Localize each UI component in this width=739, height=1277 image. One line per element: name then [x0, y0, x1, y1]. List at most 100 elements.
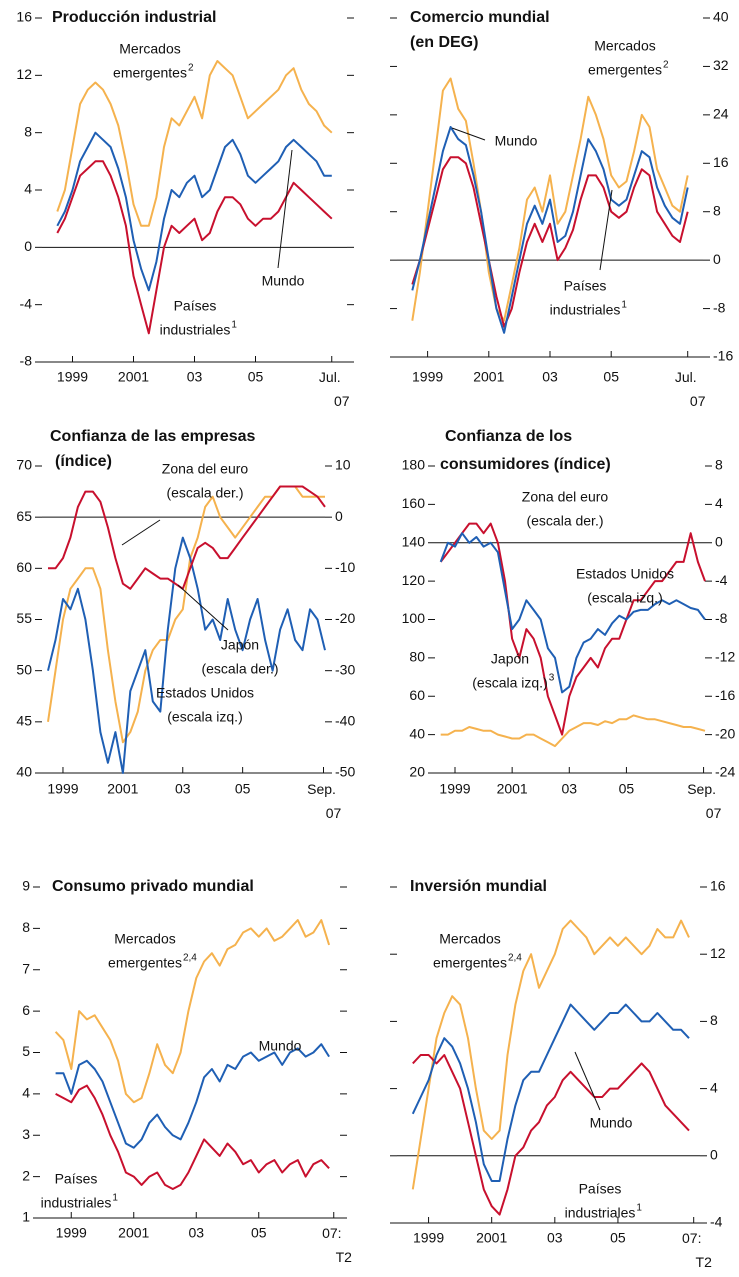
series-label-sup: 3 [549, 673, 555, 684]
series-label: Mundo [590, 1115, 633, 1131]
y-tick-label: -8 [20, 353, 33, 369]
y2-tick-label: 0 [335, 508, 343, 524]
y-tick-label: 3 [22, 1126, 30, 1142]
label-leader [574, 1051, 601, 1111]
series-label: Mercados [114, 931, 175, 947]
series-label-sup: 1 [231, 320, 237, 331]
panel: Confianza de los consumidores (índice) 20 4… [402, 428, 736, 820]
y2-tick-label: 4 [710, 1079, 718, 1095]
y-tick-label: 16 [16, 9, 32, 25]
x-tick-label: 03 [175, 781, 191, 797]
y2-tick-label: 0 [710, 1147, 718, 1163]
label-leader [177, 584, 229, 631]
series-label: Japón [221, 637, 259, 653]
y2-tick-label: 4 [715, 495, 723, 511]
series-line [412, 1054, 690, 1216]
series-line [56, 131, 332, 292]
y-tick-label: 12 [16, 66, 32, 82]
y2-tick-label: -16 [715, 687, 735, 703]
series-label: industriales [550, 302, 621, 318]
series-label: Países [174, 298, 217, 314]
label-leader [599, 189, 613, 271]
series-line [439, 522, 706, 736]
x-tick-label: Sep. 07 [687, 781, 721, 821]
x-tick-label: 05 [619, 781, 635, 797]
y-tick-label: 8 [24, 123, 32, 139]
y-tick-label: -4 [20, 295, 33, 311]
x-tick-label: 05 [248, 369, 264, 385]
y-tick-label: 80 [409, 649, 425, 665]
y2-tick-label: 12 [710, 945, 726, 961]
x-tick-label: 05 [251, 1225, 267, 1241]
series-label: Mercados [439, 931, 500, 947]
y2-tick-label: -4 [710, 1214, 723, 1230]
series-label: (escala der.) [201, 661, 278, 677]
y-tick-label: 70 [16, 457, 32, 473]
x-tick-label: 2001 [107, 781, 138, 797]
y2-tick-label: 40 [713, 9, 729, 25]
y2-tick-label: -20 [335, 610, 355, 626]
panel: Inversión mundial -4 0 4 8 12 16 1999 2001 03 05 07… [390, 878, 726, 1270]
series-label: industriales [160, 322, 231, 338]
x-tick-label: 05 [235, 781, 251, 797]
series-line [440, 714, 706, 748]
panel-title: Confianza de los [445, 428, 572, 445]
series-label: Mercados [594, 38, 655, 54]
label-leader [451, 127, 486, 141]
series-line [411, 1003, 690, 1182]
y-tick-label: 4 [24, 181, 32, 197]
y-tick-label: 8 [22, 919, 30, 935]
y2-tick-label: -20 [715, 725, 735, 741]
y2-tick-label: -30 [335, 661, 355, 677]
x-tick-label: 1999 [413, 1230, 444, 1246]
series-label-sup: 2,4 [508, 953, 522, 964]
series-line [439, 532, 706, 694]
x-tick-label: 03 [561, 781, 577, 797]
series-line [55, 1084, 330, 1190]
y2-tick-label: -10 [335, 559, 355, 575]
panel: Comercio mundial (en DEG) -16 -8 0 8 16 24 32 40 1… [390, 9, 733, 409]
series-label-sup: 2 [663, 60, 669, 71]
y-tick-label: 40 [16, 764, 32, 780]
y2-tick-label: -8 [713, 299, 726, 315]
y-tick-label: 45 [16, 713, 32, 729]
y-tick-label: 4 [22, 1085, 30, 1101]
series-label: Países [579, 1181, 622, 1197]
series-label: industriales [565, 1205, 636, 1221]
x-tick-label: 05 [603, 369, 619, 385]
y2-tick-label: 10 [335, 457, 351, 473]
y-tick-label: 100 [402, 610, 426, 626]
y2-tick-label: 16 [713, 154, 729, 170]
x-tick-label: 05 [610, 1230, 626, 1246]
series-label-sup: 2,4 [183, 953, 197, 964]
y-tick-label: 0 [24, 238, 32, 254]
x-tick-label: 1999 [56, 1225, 87, 1241]
x-tick-label: 1999 [47, 781, 78, 797]
series-label-sup: 1 [636, 1203, 642, 1214]
x-tick-label: Jul. 07 [319, 369, 350, 409]
series-label: (escala izq.) [472, 675, 547, 691]
series-label: Estados Unidos [576, 566, 674, 582]
y2-tick-label: 8 [710, 1012, 718, 1028]
x-tick-label: 03 [188, 1225, 204, 1241]
panel-title: (en DEG) [410, 34, 478, 51]
x-tick-label: 2001 [476, 1230, 507, 1246]
y2-tick-label: 0 [715, 533, 723, 549]
y-tick-label: 20 [409, 764, 425, 780]
series-line [55, 1043, 330, 1149]
label-leader [121, 519, 161, 546]
y2-tick-label: 8 [715, 457, 723, 473]
y-tick-label: 60 [409, 687, 425, 703]
y2-tick-label: -16 [713, 348, 733, 364]
series-label: Japón [491, 651, 529, 667]
panel-title: Confianza de las empresas [50, 428, 256, 445]
series-line [411, 126, 689, 334]
x-tick-label: 03 [547, 1230, 563, 1246]
y2-tick-label: 16 [710, 878, 726, 894]
y-tick-label: 65 [16, 508, 32, 524]
y2-tick-label: 8 [713, 202, 721, 218]
y-tick-label: 6 [22, 1002, 30, 1018]
series-label: (escala der.) [526, 513, 603, 529]
